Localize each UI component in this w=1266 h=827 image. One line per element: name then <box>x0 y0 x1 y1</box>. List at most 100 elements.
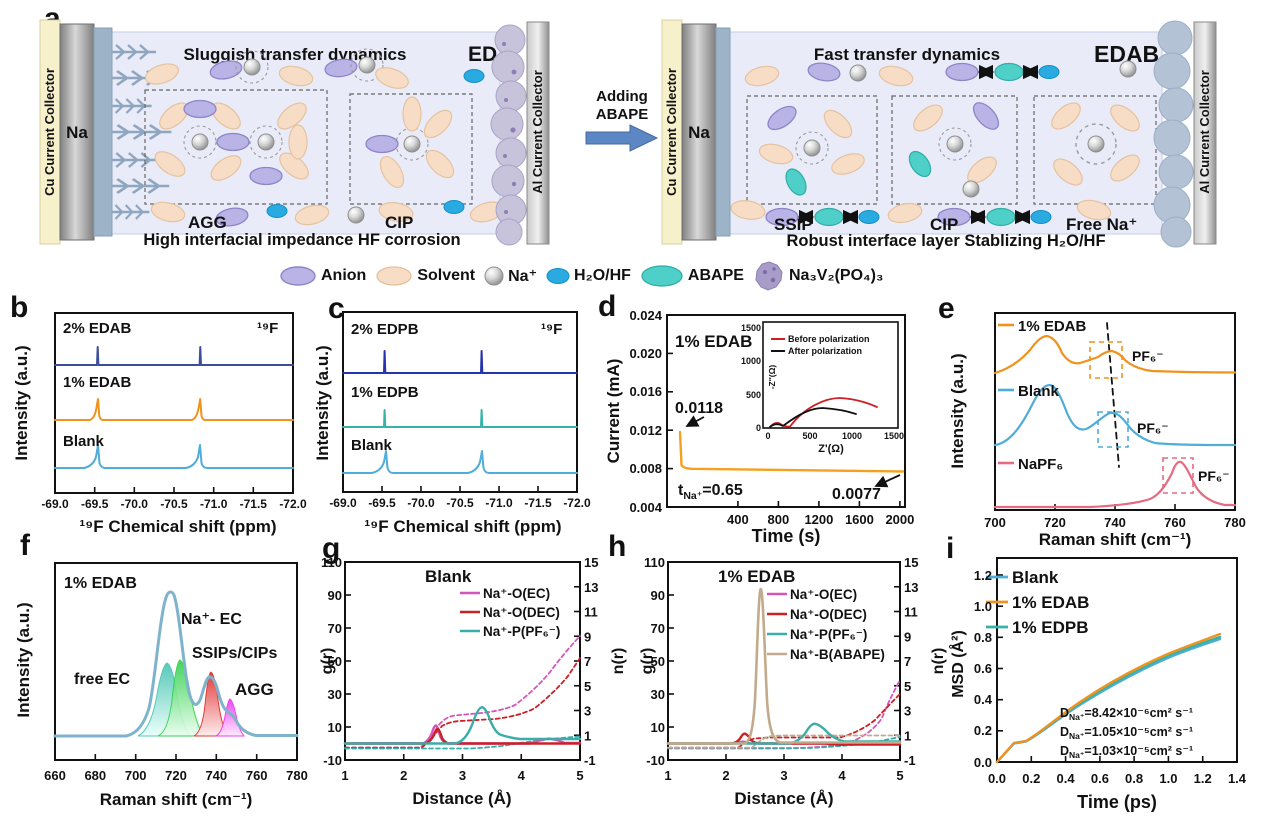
y-tick: 70 <box>328 621 342 636</box>
x-tick: -71.5 <box>240 497 268 511</box>
cip-box <box>349 93 473 205</box>
x-tick: 1.0 <box>1159 771 1177 786</box>
x-tick: 2000 <box>885 512 914 527</box>
x-ticks <box>54 487 294 493</box>
legend-0: Blank <box>1012 568 1059 587</box>
x-tick: 680 <box>84 768 106 783</box>
d-value: =1.05×10⁻⁵cm² s⁻¹ <box>1084 725 1193 739</box>
agg-box <box>144 89 328 205</box>
inset-y-tick: 0 <box>756 423 761 433</box>
cu-collector-label: Cu Current Collector <box>42 68 57 196</box>
pf6-label-edab: PF₆⁻ <box>1132 348 1164 364</box>
y-axis-label: Intensity (a.u.) <box>313 345 332 460</box>
x-tick: -70.0 <box>121 497 149 511</box>
start-annotation-arrow <box>685 415 705 427</box>
legend-1: Na⁺-O(DEC) <box>790 607 867 622</box>
x-tick: 5 <box>896 768 903 783</box>
na-label: Na <box>66 123 88 142</box>
pf6-box-edab <box>1089 341 1123 379</box>
x-tick: 720 <box>165 768 187 783</box>
y2-tick: 11 <box>904 605 918 620</box>
water-icon <box>546 268 570 284</box>
y-tick: 0.004 <box>629 500 662 515</box>
legend-2: Na⁺-P(PF₆⁻) <box>790 627 867 642</box>
schematic-ed-cell: Cu Current Collector Na Sluggish transfe… <box>39 19 550 249</box>
y-axis-label: Intensity (a.u.) <box>12 345 31 460</box>
t-symbol: t <box>678 482 684 499</box>
panel-f-raman-fit: 1% EDAB free EC Na⁺- EC SSIPs/CIPs AGG 6… <box>14 562 308 809</box>
y2-tick: 15 <box>584 555 598 570</box>
y2-axis-label: n(r) <box>930 648 947 675</box>
panel-b-nmr-edab: 2% EDAB ¹⁹F 1% EDAB Blank -69.0 -69.5 -70.… <box>12 312 307 536</box>
transference-number: tNa⁺=0.65 <box>678 482 743 502</box>
pf6-box-napf6 <box>1162 457 1194 494</box>
diffusivity-edab: DNa⁺=1.05×10⁻⁵cm² s⁻¹ <box>1060 725 1193 741</box>
y2-tick: 7 <box>904 654 911 669</box>
x-tick: -72.0 <box>563 496 591 510</box>
ssips-cips-label: SSIPs/CIPs <box>192 645 277 662</box>
x-tick-labels: 0.0 0.2 0.4 0.6 0.8 1.0 1.2 1.4 <box>988 771 1247 786</box>
panel-g-rdf-blank: Blank Na⁺-O(EC) Na⁺-O(DEC) Na⁺-P(PF₆⁻) 1… <box>319 555 627 808</box>
edab-title: Fast transfer dynamics <box>814 45 1000 64</box>
right-tick-labels: 15 13 11 9 7 5 3 1 -1 <box>584 555 598 768</box>
panel-d-polarization: 0.024 0.020 0.016 0.012 0.008 0.004 400 800 120… <box>604 308 914 546</box>
y-tick: 0.0 <box>974 755 992 770</box>
trace-blank <box>54 444 294 469</box>
y-tick: 0.4 <box>974 692 993 707</box>
nr-na-o-ec <box>667 679 901 750</box>
d-subscript: Na⁺ <box>1069 712 1084 722</box>
inset-legend-1: After polarization <box>788 346 862 356</box>
plot-frame <box>342 311 578 493</box>
panel-letter-h: h <box>608 530 627 563</box>
y-axis-label: MSD (Å²) <box>948 630 967 698</box>
robust-cathode <box>1153 20 1194 248</box>
raman-envelope <box>53 590 299 738</box>
x-axis-label: Time (s) <box>752 526 821 546</box>
legend-label: Na⁺ <box>508 268 538 285</box>
legend-2: Na⁺-P(PF₆⁻) <box>483 624 560 639</box>
diffusivity-blank: DNa⁺=8.42×10⁻⁶cm² s⁻¹ <box>1060 706 1193 722</box>
y-tick: 110 <box>644 555 665 570</box>
d-value: =1.03×10⁻⁵cm² s⁻¹ <box>1084 744 1193 758</box>
x-tick: 700 <box>125 768 147 783</box>
x-tick: 760 <box>1164 515 1186 530</box>
panel-letter-b: b <box>10 291 29 324</box>
sample-label: 1% EDAB <box>64 575 137 592</box>
x-tick: 700 <box>984 515 1006 530</box>
panel-i-msd: Blank 1% EDAB 1% EDPB DNa⁺=8.42×10⁻⁶cm² … <box>948 557 1247 812</box>
nr-na-b-abape <box>667 734 901 749</box>
x-tick-labels: 1 2 3 4 5 <box>664 768 903 783</box>
inset-legend-0: Before polarization <box>788 334 870 344</box>
legend-label: ABAPE <box>687 267 744 284</box>
pf6-label-napf6: PF₆⁻ <box>1198 468 1230 484</box>
x-tick: 5 <box>576 768 583 783</box>
legend-3: Na⁺-B(ABAPE) <box>790 647 885 662</box>
legend-1: 1% EDAB <box>1012 593 1089 612</box>
x-tick: 800 <box>768 512 790 527</box>
y2-tick: 7 <box>584 654 591 669</box>
y2-tick: 1 <box>584 728 591 743</box>
legend-0: Na⁺-O(EC) <box>790 587 857 602</box>
x-tick: 1.4 <box>1228 771 1247 786</box>
right-ticks <box>574 561 580 761</box>
panel-e-raman: 1% EDAB Blank NaPF₆ PF₆⁻ PF₆⁻ PF₆⁻ 700 72… <box>948 312 1246 549</box>
x-tick: 1200 <box>804 512 833 527</box>
adding-abape: Adding ABAPE <box>584 88 660 157</box>
plot-frame <box>666 314 906 508</box>
y2-tick: 5 <box>584 679 591 694</box>
ssips-cips-component <box>193 671 229 737</box>
trace-label-2: Blank <box>63 433 105 450</box>
x-tick: 4 <box>518 768 526 783</box>
sample-label: 1% EDAB <box>675 332 752 351</box>
inset-y-tick: 500 <box>746 390 761 400</box>
nr-na-o-dec <box>344 657 581 749</box>
right-tick-labels: 15 13 11 9 7 5 3 1 -1 <box>904 555 918 768</box>
x-tick: -69.0 <box>329 496 357 510</box>
x-tick: -70.5 <box>160 497 188 511</box>
pf6-label-blank: PF₆⁻ <box>1137 420 1169 436</box>
dendrite-layer <box>93 27 113 237</box>
agg-label: AGG <box>235 680 274 699</box>
panel-letter-e: e <box>938 292 955 325</box>
x-tick: -71.0 <box>485 496 513 510</box>
y2-tick: 13 <box>904 580 918 595</box>
